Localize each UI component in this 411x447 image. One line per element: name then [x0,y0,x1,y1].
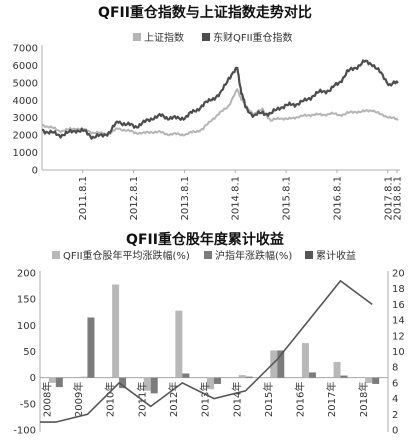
bar-chart-x-tick-label: 2008年 [40,382,53,417]
bar-qfii_bar [238,375,246,378]
bar-chart-y2-tick-label: 4 [392,394,398,405]
line-chart-x-tick-label: 2011.8.1 [78,176,89,221]
bar-chart-x-tick-label: 2018年 [357,382,370,417]
bar-chart-x-tick-label: 2014年 [230,382,243,417]
bar-qfii_bar [175,310,183,378]
bar-chart-x-tick-label: 2013年 [199,382,212,417]
bar-qfii_bar [333,361,341,378]
legend-label-cum: 累计收益 [316,249,356,262]
legend-label-qfii-bar: QFII重仓股年平均涨跌幅(%) [63,249,190,262]
bar-chart-y-ticks-left: -100 -50 0 50 100 150 200 [13,269,36,437]
bar-chart-y2-tick-label: 12 [392,331,405,342]
line-chart-y-tick-label: 0 [32,166,38,177]
bar-index_bar [87,317,95,378]
bar-qfii_bar [143,377,151,391]
bar-index_bar [214,377,221,384]
bar-chart-y-ticks-right: 0 2 4 6 8 10 12 14 16 18 20 [392,269,405,437]
bar-chart-y2-tick-label: 10 [392,347,405,358]
bar-chart-y2-tick-label: 2 [392,410,398,421]
bar-chart-y2-tick-label: 16 [392,300,405,311]
bar-qfii_bar [48,377,56,383]
line-chart-y-tick-label: 2000 [13,131,38,142]
bar-qfii_bar [301,343,309,378]
bar-qfii_bar [80,376,88,378]
bar-chart-x-tick-label: 2009年 [72,382,85,417]
bar-qfii_bar [207,377,214,390]
line-chart-y-tick-label: 3000 [13,113,38,124]
bar-index_bar [119,377,127,389]
legend-swatch-qfii-bar [52,251,60,259]
bar-chart-y2-tick-label: 6 [392,378,398,389]
bar-chart-legend: QFII重仓股年平均涨跌幅(%) 沪指年涨跌幅(%) 累计收益 [52,249,356,262]
bar-index_bar [150,377,158,394]
bar-chart-x-tick-label: 2012年 [167,382,180,417]
series-line-qfii [41,59,399,140]
bar-chart-x-tick-label: 2016年 [294,382,307,417]
bar-index_bar [308,372,316,378]
line-chart-x-tick-label: 2017.8.1 [383,176,394,221]
bar-chart-y-tick-label: 200 [17,269,36,280]
bar-index_bar [277,350,285,378]
series-line-shanghai [41,88,399,137]
line-chart-title: QFII重仓指数与上证指数走势对比 [98,4,312,21]
bar-chart-y2-tick-label: 14 [392,316,405,327]
legend-label-index-bar: 沪指年涨跌幅(%) [215,249,292,262]
line-chart-x-tick-label: 2016.8.1 [332,176,343,221]
line-chart-x-tick-label: 2012.8.1 [129,176,140,221]
legend-swatch-shanghai [133,33,141,41]
bar-chart-y2-tick-label: 20 [392,269,405,280]
bar-chart-y2-tick-label: 0 [392,426,398,437]
bar-chart: QFII重仓股年度累计收益 QFII重仓股年平均涨跌幅(%) 沪指年涨跌幅(%)… [13,231,404,437]
legend-swatch-qfii [202,33,210,41]
legend-label-shanghai: 上证指数 [144,31,184,44]
bar-chart-x-tick-label: 2010年 [104,382,117,417]
legend-label-qfii: 东财QFII重仓指数 [213,31,293,44]
bar-qfii_bar [365,377,373,383]
bar-chart-y-tick-label: 100 [17,321,36,332]
bar-qfii_bar [270,350,278,378]
bar-chart-x-tick-label: 2015年 [262,382,275,417]
bar-chart-y2-tick-label: 8 [392,363,398,374]
bar-chart-y-tick-label: 0 [30,373,36,384]
line-chart-x-tick-label: 2013.8.1 [180,176,191,221]
bar-chart-title: QFII重仓股年度累计收益 [126,231,284,248]
line-chart-y-tick-label: 6000 [13,61,38,72]
bar-index_bar [372,377,380,384]
bar-chart-cum-line [40,279,373,423]
line-chart-series [41,59,399,140]
line-chart-y-tick-label: 4000 [13,96,38,107]
bar-index_bar [182,373,190,378]
bar-qfii_bar [112,284,120,378]
bar-index_bar [245,376,253,378]
line-chart-y-tick-label: 5000 [13,78,38,89]
bar-chart-bars [48,284,380,394]
bar-chart-y-tick-label: -100 [13,426,36,437]
bar-chart-y2-tick-label: 18 [392,284,405,295]
line-chart-y-ticks: 0 1000 2000 3000 4000 5000 6000 7000 [13,44,38,177]
line-chart-x-tick-label: 2014.8.1 [231,176,242,221]
bar-chart-x-tick-label: 2017年 [325,382,338,417]
line-chart-legend: 上证指数 东财QFII重仓指数 [133,31,293,44]
bar-chart-x-ticks: 2008年 2009年 2010年 2011年 2012年 2013年 2014年 2015年… [40,382,369,417]
bar-index_bar [340,375,348,378]
line-chart: QFII重仓指数与上证指数走势对比 上证指数 东财QFII重仓指数 0 1000 2… [13,4,404,221]
series-line-cum [40,279,373,423]
line-chart-y-tick-label: 7000 [13,44,38,55]
line-chart-x-tick-label: 2018.8.1 [393,176,404,221]
line-chart-x-ticks: 2011.8.1 2012.8.1 2013.8.1 2014.8.1 2015.8.1… [78,170,404,221]
line-chart-x-tick-label: 2015.8.1 [282,176,293,221]
bar-chart-y-tick-label: -50 [20,399,36,410]
line-chart-y-tick-label: 1000 [13,148,38,159]
legend-swatch-cum [305,251,313,259]
bar-chart-y-tick-label: 150 [17,295,36,306]
legend-swatch-index-bar [204,251,212,259]
bar-index_bar [55,377,63,388]
bar-chart-y-tick-label: 50 [23,347,36,358]
